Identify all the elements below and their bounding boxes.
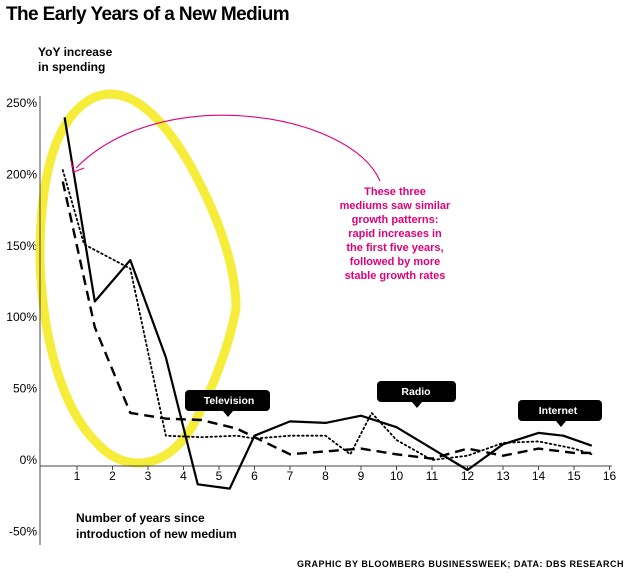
x-tick-label: 6	[251, 469, 258, 483]
label-television-text: Television	[204, 395, 255, 407]
label-internet: Internet	[518, 400, 602, 427]
x-tick-label: 12	[461, 469, 475, 483]
x-tick-label: 11	[426, 469, 439, 483]
x-tick-label: 3	[145, 469, 152, 483]
x-axis-label-line-1: Number of years since	[76, 511, 205, 525]
x-tick-label: 2	[109, 469, 116, 483]
label-television-background	[185, 390, 270, 417]
credit: GRAPHIC BY BLOOMBERG BUSINESSWEEK; DATA:…	[297, 559, 624, 569]
label-radio-background	[377, 381, 456, 408]
y-tick-label: -50%	[9, 524, 37, 538]
x-tick-label: 9	[358, 469, 365, 483]
series-line-internet	[61, 181, 592, 460]
x-tick-label: 4	[180, 469, 187, 483]
chart-title: The Early Years of a New Medium	[6, 4, 289, 25]
annotation-line-1: These three	[364, 186, 426, 198]
annotation-line-5: the first five years,	[346, 242, 443, 254]
label-internet-background	[518, 400, 602, 427]
label-radio-text: Radio	[401, 386, 430, 398]
x-tick-label: 15	[567, 469, 581, 483]
y-tick-label: 0%	[20, 453, 38, 467]
annotation: These three mediums saw similar growth p…	[70, 114, 451, 282]
y-tick-label: 150%	[6, 239, 37, 253]
y-tick-label: 200%	[6, 167, 37, 181]
x-tick-label: 5	[216, 469, 223, 483]
series-lines	[61, 117, 593, 490]
annotation-line-7: stable growth rates	[345, 270, 446, 282]
annotation-arrowhead	[70, 160, 85, 173]
annotation-line-2: mediums saw similar	[340, 200, 451, 212]
label-internet-text: Internet	[539, 405, 578, 417]
annotation-line-3: growth patterns:	[352, 214, 439, 226]
x-tick-label: 8	[322, 469, 329, 483]
y-tick-label: 50%	[13, 382, 37, 396]
x-axis-label-line-2: introduction of new medium	[76, 527, 237, 541]
x-tick-label: 1	[74, 469, 81, 483]
y-axis-label-line-2: in spending	[38, 60, 105, 74]
y-axis-label-line-1: YoY increase	[38, 45, 113, 59]
y-axis-ticks: 250% 200% 150% 100% 50% 0% -50%	[6, 96, 37, 538]
x-tick-label: 14	[532, 469, 546, 483]
x-axis-ticks: 1 2 3 4 5 6 7 8 9 10 11 12 13 14 15 16	[74, 469, 617, 483]
x-tick-label: 13	[496, 469, 510, 483]
annotation-line-6: followed by more	[350, 256, 440, 268]
x-tick-label: 10	[390, 469, 404, 483]
series-line-television	[63, 117, 593, 490]
label-radio: Radio	[377, 381, 456, 408]
y-tick-label: 100%	[6, 310, 37, 324]
y-tick-label: 250%	[6, 96, 37, 110]
x-tick-label: 7	[287, 469, 294, 483]
series-line-radio	[61, 169, 593, 461]
annotation-line-4: rapid increases in	[348, 228, 442, 240]
x-tick-label: 16	[603, 469, 617, 483]
x-axis-tick-marks	[76, 466, 610, 470]
annotation-arrow	[75, 114, 381, 182]
label-television: Television	[185, 390, 270, 417]
